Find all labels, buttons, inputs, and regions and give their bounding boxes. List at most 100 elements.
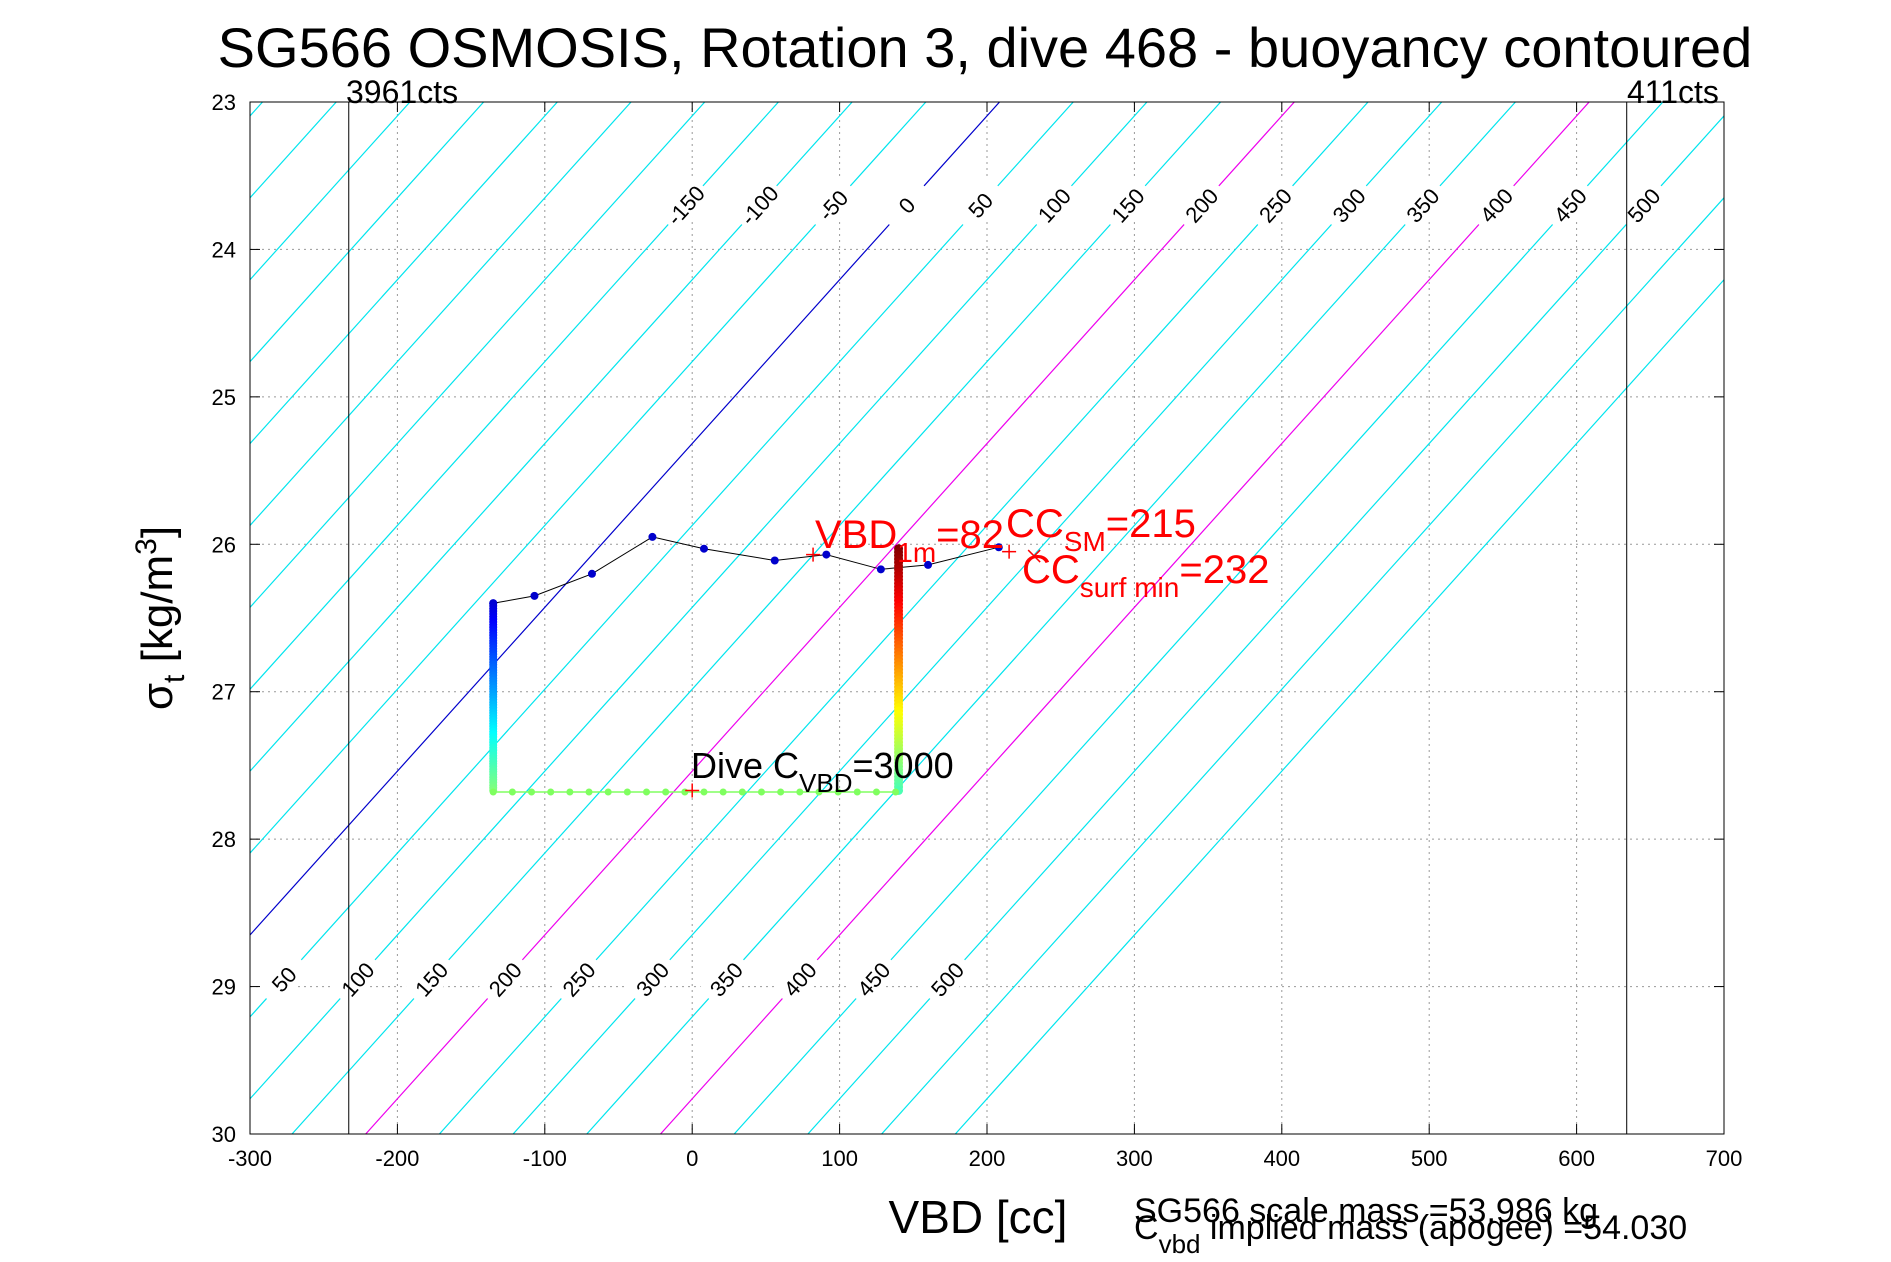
bottom-point bbox=[489, 788, 497, 796]
contour-line bbox=[250, 102, 779, 691]
implied-rest: implied mass (apogee) =54.030 bbox=[1200, 1209, 1687, 1247]
bottom-point bbox=[777, 788, 785, 796]
vbd1m-value: =82 bbox=[936, 513, 1004, 557]
ccsurf-annotation: CCsurf min=232 bbox=[1022, 548, 1269, 603]
contour-label-bg bbox=[1026, 176, 1082, 234]
trace-point bbox=[530, 591, 539, 600]
ccsurf-value: =232 bbox=[1179, 548, 1269, 592]
contour-label-bg bbox=[624, 950, 681, 1008]
contour-label-bg bbox=[550, 950, 607, 1008]
scale-mass-text: SG566 scale mass =53.986 kg bbox=[1134, 1192, 1598, 1230]
ccsm-sub: SM bbox=[1064, 526, 1106, 557]
contour-labels: -150 -100 -50 0 50 100 150 200 250 300 350 400 450 50… bbox=[256, 176, 1672, 1008]
ccsurf-marker-b bbox=[1027, 549, 1041, 563]
buoyancy-contours bbox=[0, 102, 1724, 1134]
contour-label-bg bbox=[1173, 176, 1230, 234]
contour-label-bg bbox=[477, 950, 533, 1008]
contour-label-bg bbox=[1247, 176, 1303, 234]
contour-line bbox=[250, 102, 411, 281]
contour-label-bg bbox=[772, 950, 828, 1008]
contour-line bbox=[250, 102, 853, 773]
y-tick-label: 28 bbox=[212, 827, 236, 852]
y-tick-label: 27 bbox=[212, 680, 236, 705]
contour-line bbox=[250, 102, 632, 527]
dive-cvbd-value: =3000 bbox=[853, 745, 954, 786]
trace-point bbox=[699, 544, 708, 553]
ccsurf-marker bbox=[1027, 549, 1041, 563]
bottom-point bbox=[757, 788, 765, 796]
bottom-point bbox=[585, 788, 593, 796]
x-tick-label: 0 bbox=[686, 1146, 698, 1171]
bottom-point bbox=[623, 788, 631, 796]
svg-text:σt [kg/m3]: σt [kg/m3] bbox=[130, 526, 191, 710]
x-tick-label: 400 bbox=[1263, 1146, 1300, 1171]
contour-label-bg bbox=[878, 176, 935, 234]
bottom-point bbox=[872, 788, 880, 796]
trace-line bbox=[493, 536, 999, 604]
bottom-point bbox=[719, 788, 727, 796]
bottom-point bbox=[738, 788, 746, 796]
y-tick-label: 26 bbox=[212, 532, 236, 557]
x-tick-label: -200 bbox=[375, 1146, 419, 1171]
y-axis-label-close: ] bbox=[133, 526, 182, 538]
contour-label-bg bbox=[731, 176, 788, 234]
y-tick-label: 24 bbox=[212, 237, 236, 262]
bottom-point bbox=[508, 788, 516, 796]
contour-label-bg bbox=[256, 950, 312, 1008]
x-tick-label: -300 bbox=[228, 1146, 272, 1171]
ccsm-value: =215 bbox=[1106, 502, 1196, 546]
x-axis-label: VBD [cc] bbox=[889, 1191, 1068, 1243]
dive-cvbd-main: Dive C bbox=[691, 745, 799, 786]
y-tick-label: 23 bbox=[212, 90, 236, 115]
contour-line bbox=[954, 278, 1724, 1134]
x-tick-label: 700 bbox=[1706, 1146, 1743, 1171]
dive-cvbd-annotation: Dive CVBD=3000 bbox=[691, 745, 954, 798]
bottom-point bbox=[662, 788, 670, 796]
contour-line bbox=[250, 102, 485, 363]
contour-line bbox=[250, 102, 706, 609]
bottom-point bbox=[700, 788, 708, 796]
contour-label-bg bbox=[1615, 176, 1672, 234]
ccsm-marker bbox=[1002, 544, 1017, 559]
y-tick-label: 25 bbox=[212, 385, 236, 410]
ccsm-annotation: CCSM=215 bbox=[1006, 502, 1196, 557]
ccsm-main: CC bbox=[1006, 502, 1064, 546]
grid bbox=[250, 102, 1724, 1134]
dive-marker bbox=[685, 783, 700, 798]
y-tick-label: 30 bbox=[212, 1122, 236, 1147]
y-axis-label-sup: 3 bbox=[130, 538, 163, 555]
implied-main: C bbox=[1134, 1209, 1159, 1247]
contour-label-bg bbox=[845, 950, 902, 1008]
vbd1m-annotation: VBD1m=82 bbox=[815, 513, 1004, 568]
bottom-point bbox=[796, 788, 804, 796]
contour-label-bg bbox=[1542, 176, 1598, 234]
x-tick-label: 100 bbox=[821, 1146, 858, 1171]
implied-mass-text: Cvbd implied mass (apogee) =54.030 bbox=[1134, 1209, 1687, 1259]
y-axis-label: σt [kg/m3] bbox=[130, 526, 191, 710]
dive-cvbd-sub: VBD bbox=[799, 768, 852, 798]
y-axis-label-sub: t bbox=[158, 674, 191, 683]
implied-sub: vbd bbox=[1159, 1229, 1201, 1259]
bottom-point bbox=[566, 788, 574, 796]
contour-line bbox=[0, 102, 115, 1134]
x-tick-label: 500 bbox=[1411, 1146, 1448, 1171]
bottom-point bbox=[815, 788, 823, 796]
contour-label-bg bbox=[403, 950, 460, 1008]
contour-label-bg bbox=[805, 176, 861, 234]
vbd1m-sub: 1m bbox=[897, 537, 936, 568]
vbd1m-marker bbox=[806, 547, 821, 562]
bottom-point bbox=[834, 788, 842, 796]
trace-point bbox=[876, 565, 885, 574]
trace-point bbox=[924, 560, 933, 569]
contour-line bbox=[881, 196, 1724, 1134]
trace-point bbox=[994, 543, 1003, 552]
contour-label-bg bbox=[1099, 176, 1156, 234]
x-tick-label: -100 bbox=[523, 1146, 567, 1171]
ccsurf-main: CC bbox=[1022, 548, 1080, 592]
contour-label-bg bbox=[1468, 176, 1525, 234]
contour-label-bg bbox=[698, 950, 754, 1008]
trace-point bbox=[822, 550, 831, 559]
contour-label-bg bbox=[1321, 176, 1377, 234]
y-axis-label-sigma: σ bbox=[133, 683, 182, 710]
contour-label-bg bbox=[1394, 176, 1451, 234]
